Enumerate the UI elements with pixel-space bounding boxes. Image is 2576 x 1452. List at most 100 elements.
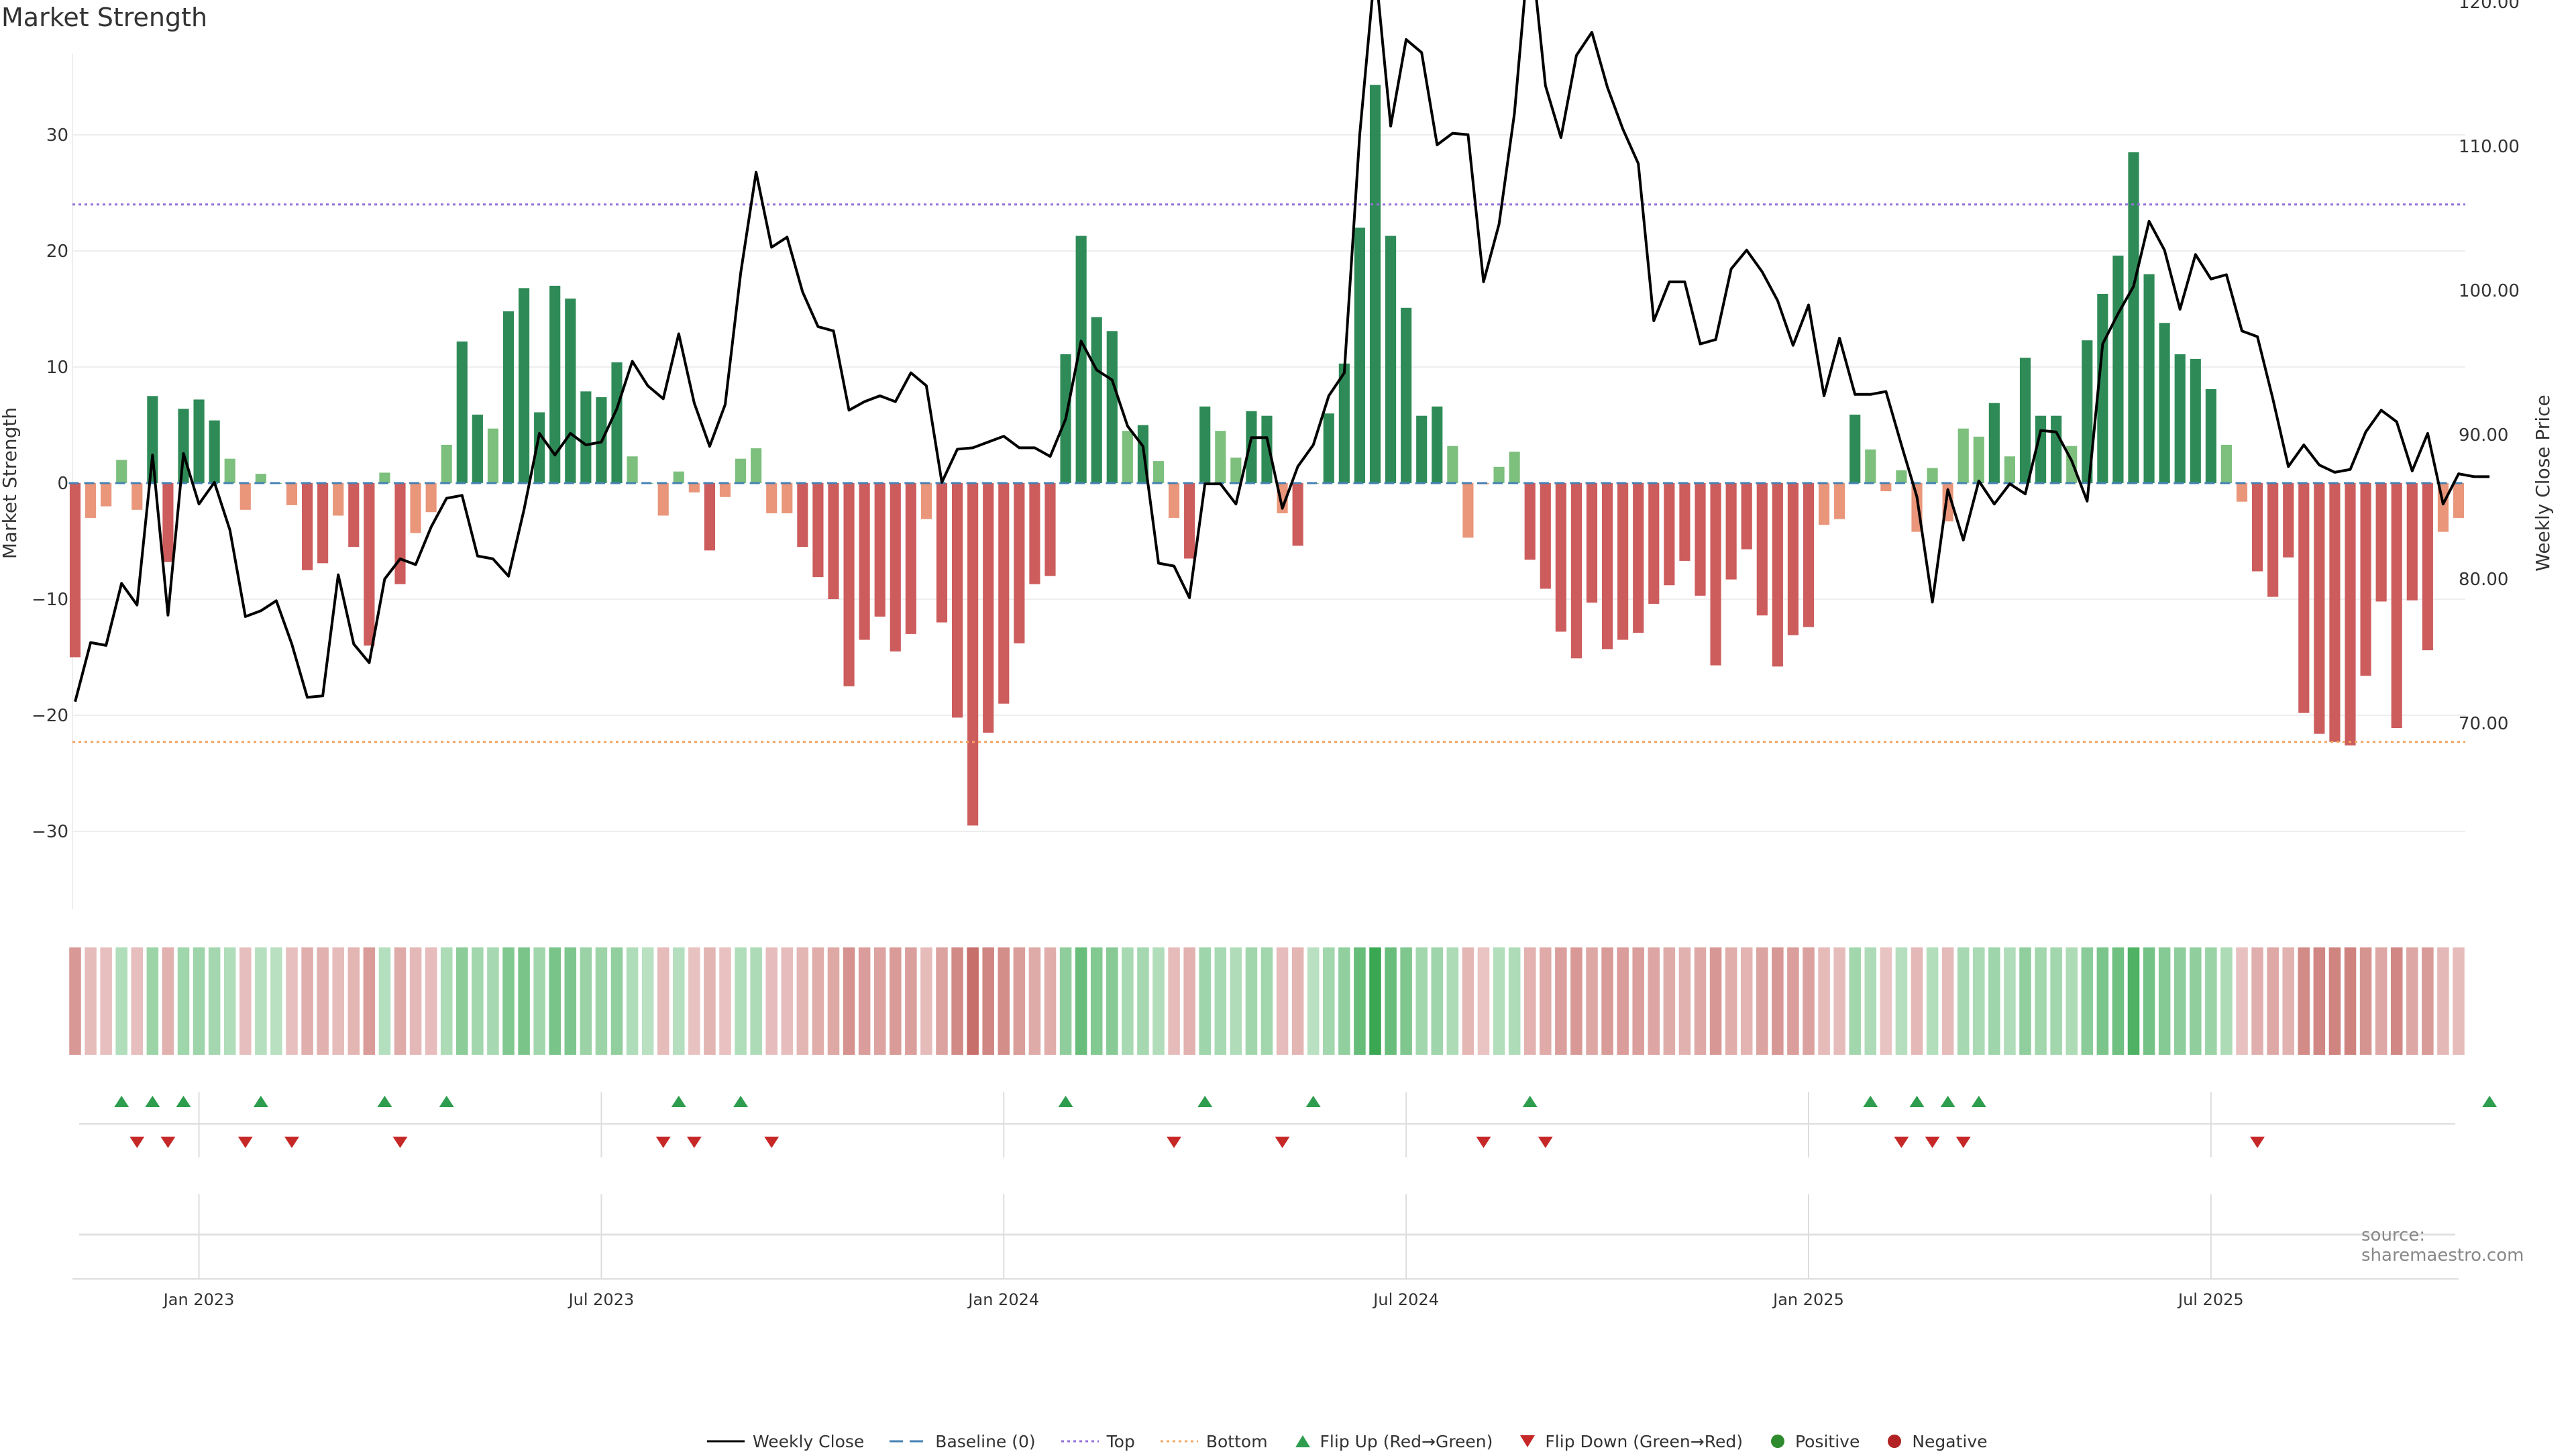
heat-cell (502, 947, 515, 1055)
y-tick-label: 20 (46, 242, 68, 262)
heat-cell (2390, 947, 2403, 1055)
flip-up-marker (733, 1096, 749, 1107)
strength-bar (1927, 468, 1938, 483)
heat-cell (1988, 947, 2000, 1055)
strength-bar (1091, 317, 1102, 483)
heat-cell (2065, 947, 2078, 1055)
y-tick-label: −20 (32, 706, 68, 726)
strength-bar (890, 483, 901, 652)
heat-cell (688, 947, 700, 1055)
strength-bar (85, 483, 97, 518)
flip-markers (79, 1096, 2498, 1148)
heat-cell (193, 947, 205, 1055)
heat-cell (1415, 947, 1428, 1055)
heat-cell (347, 947, 360, 1055)
heat-cell (286, 947, 298, 1055)
strength-bar (998, 483, 1010, 704)
strength-bar (1896, 470, 1907, 483)
heat-cell (1709, 947, 1722, 1055)
strength-bar (1695, 483, 1706, 596)
strength-bar (2004, 456, 2016, 483)
flip-down-marker (284, 1137, 299, 1148)
heat-cell (1617, 947, 1629, 1055)
strength-bar (2360, 483, 2371, 676)
strength-bar (1354, 227, 1366, 483)
heat-cell (146, 947, 159, 1055)
strength-bar (719, 483, 731, 497)
heat-cell (998, 947, 1010, 1055)
strength-bar (1385, 236, 1397, 483)
lower-panel (72, 1233, 2459, 1280)
strength-bar (209, 420, 220, 483)
heat-cell (301, 947, 313, 1055)
heat-cell (177, 947, 190, 1055)
legend-label: Baseline (0) (935, 1431, 1036, 1451)
flip-down-marker (655, 1137, 671, 1148)
flip-up-marker (1863, 1096, 1878, 1107)
flip-up-marker (114, 1096, 129, 1107)
strength-bar (147, 396, 158, 483)
flip-up-marker (1909, 1096, 1925, 1107)
heat-cell (920, 947, 932, 1055)
y2-axis-label: Weekly Close Price (2532, 395, 2554, 571)
strength-bar (549, 285, 561, 483)
strength-bar (116, 460, 127, 483)
heat-cell (2205, 947, 2217, 1055)
strength-bar (2174, 354, 2186, 483)
heat-cell (1694, 947, 1707, 1055)
heat-cell (440, 947, 453, 1055)
strength-bar (2267, 483, 2279, 597)
x-axis-ticks: Jan 2023 Jul 2023 Jan 2024 Jul 2024 Jan 2025… (162, 1092, 2244, 1309)
strength-bar (1044, 483, 1056, 576)
heat-cell (1044, 947, 1057, 1055)
heat-cell (1137, 947, 1149, 1055)
heat-cell (1291, 947, 1304, 1055)
strength-bar (1152, 461, 1165, 483)
strength-bar (1787, 483, 1799, 635)
heat-cell (2251, 947, 2263, 1055)
strength-bar (2220, 444, 2233, 483)
heat-cell (704, 947, 716, 1055)
y2-tick-label: 70.00 (2459, 714, 2508, 734)
legend-bottom: Bottom (1160, 1432, 1268, 1451)
legend-positive: Positive (1768, 1432, 1860, 1451)
strength-bar (1292, 483, 1303, 546)
heat-cell (1307, 947, 1320, 1055)
heat-cell (2081, 947, 2094, 1055)
heat-cell (1740, 947, 1753, 1055)
strength-bar (317, 483, 329, 564)
line-swatch-icon (707, 1440, 745, 1443)
legend-negative: Negative (1885, 1432, 1988, 1451)
weekly-close-line (74, 0, 2490, 703)
flip-down-marker (1925, 1137, 1940, 1148)
heat-cell (905, 947, 917, 1055)
strength-bar (627, 456, 638, 483)
heat-cell (2236, 947, 2248, 1055)
strength-bar (797, 483, 808, 548)
strength-bar (1756, 483, 1768, 616)
heat-cell (1895, 947, 1908, 1055)
strength-bar (2453, 483, 2465, 518)
strength-bar (1323, 413, 1334, 483)
heat-cell (951, 947, 963, 1055)
strength-bar (69, 483, 81, 658)
heat-cell (2313, 947, 2326, 1055)
flip-down-marker (237, 1137, 253, 1148)
grid-lines (72, 54, 2465, 909)
strength-bar (657, 483, 669, 516)
legend-label: Positive (1794, 1431, 1860, 1451)
heat-cell (131, 947, 144, 1055)
strength-bar (1447, 446, 1458, 483)
strength-bar (2422, 483, 2433, 651)
strength-bar (1849, 414, 1861, 483)
heat-cell (982, 947, 994, 1055)
heat-cell (873, 947, 886, 1055)
heat-cell (2004, 947, 2016, 1055)
strength-bar (1803, 483, 1815, 627)
heat-cell (657, 947, 669, 1055)
heat-cell (2437, 947, 2449, 1055)
heat-cell (1477, 947, 1490, 1055)
strength-bar (2143, 274, 2155, 483)
heat-cell (2344, 947, 2357, 1055)
legend-label: Top (1106, 1431, 1135, 1451)
